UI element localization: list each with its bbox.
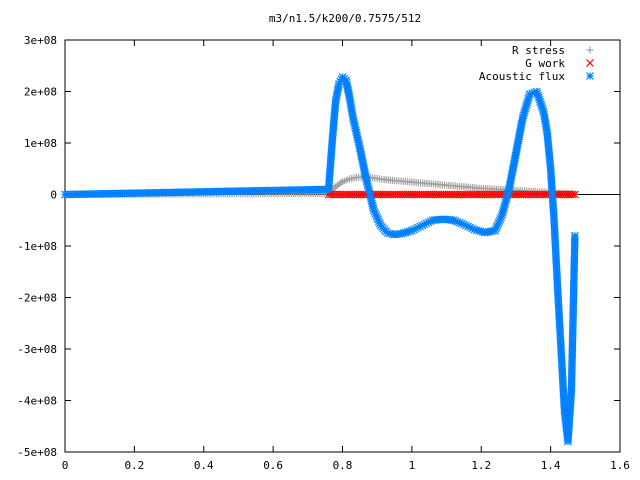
plot-area xyxy=(61,73,579,446)
x-tick-label: 0.2 xyxy=(124,459,144,472)
series-acoustic-flux xyxy=(61,73,579,446)
legend-label: G work xyxy=(525,57,565,70)
y-tick-label: -4e+08 xyxy=(17,395,57,408)
x-tick-label: 0.6 xyxy=(263,459,283,472)
y-tick-label: -1e+08 xyxy=(17,240,57,253)
legend-label: R stress xyxy=(512,44,565,57)
y-tick-label: -3e+08 xyxy=(17,343,57,356)
legend-label: Acoustic flux xyxy=(479,70,565,83)
legend-marker xyxy=(586,59,594,67)
chart-title: m3/n1.5/k200/0.7575/512 xyxy=(269,12,421,25)
legend-marker xyxy=(586,72,594,80)
y-tick-label: 2e+08 xyxy=(24,86,57,99)
x-tick-label: 1 xyxy=(409,459,416,472)
x-tick-label: 1.6 xyxy=(610,459,630,472)
axes: 3e+08 2e+08 1e+08 0 -1e+08 -2e+08 -3e+08 -4e+08… xyxy=(17,34,630,472)
y-tick-label: 1e+08 xyxy=(24,137,57,150)
y-tick-label: -2e+08 xyxy=(17,292,57,305)
g-work-point xyxy=(568,190,577,199)
g-work-point xyxy=(570,190,579,199)
legend-marker xyxy=(586,46,594,54)
x-tick-label: 1.2 xyxy=(471,459,491,472)
y-tick-label: 0 xyxy=(50,189,57,202)
x-tick-label: 0 xyxy=(62,459,69,472)
x-tick-label: 0.4 xyxy=(194,459,214,472)
acoustic-flux-point xyxy=(570,231,579,240)
x-tick-label: 0.8 xyxy=(333,459,353,472)
y-tick-label: 3e+08 xyxy=(24,34,57,47)
x-tick-label: 1.4 xyxy=(541,459,561,472)
y-tick-label: -5e+08 xyxy=(17,446,57,459)
